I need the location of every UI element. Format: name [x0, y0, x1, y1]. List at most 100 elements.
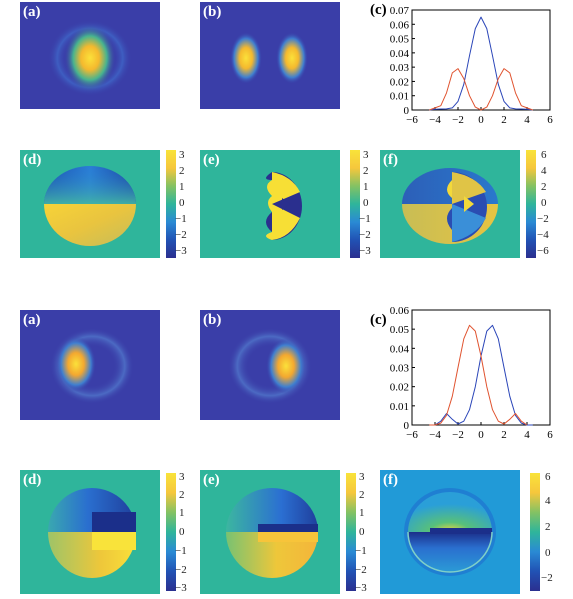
colorbar-tick: −2 [537, 213, 549, 225]
colorbar-tick: 3 [179, 471, 185, 483]
colorbar-tick: 1 [179, 507, 185, 519]
top-profile-chart-svg: −6 −4 −2 0 2 4 6 0 0.01 0.02 0.03 0.04 0.05 0.06 0.07 [390, 5, 554, 126]
y-tick-label: 0.02 [390, 382, 409, 394]
bottom-series-line-0 [434, 324, 533, 426]
panel-label: (c) [370, 312, 387, 328]
colorbar-tick: 2 [359, 489, 365, 501]
top-f-colorbar [526, 150, 536, 258]
y-tick-label: 0.02 [390, 76, 409, 88]
colorbar-tick: 2 [541, 181, 547, 193]
bottom-a-intensity-svg [20, 310, 160, 420]
colorbar-tick: 2 [179, 165, 185, 177]
x-tick-label: −6 [406, 114, 418, 126]
top-series-line-1 [429, 68, 533, 111]
bottom-f-phase-svg [380, 470, 520, 594]
bottom-e-phase-svg [200, 470, 340, 594]
top-series-line-0 [429, 16, 533, 111]
bottom-series-line-1 [429, 324, 528, 426]
colorbar-tick: 2 [179, 489, 185, 501]
y-tick-label: 0.04 [390, 343, 410, 355]
top-panel-d-phase-map: (d) [20, 150, 160, 258]
y-tick-label: 0.01 [390, 91, 409, 103]
colorbar-tick: 0 [545, 547, 551, 559]
top-e-phase-svg [200, 150, 340, 258]
colorbar-tick: 3 [179, 149, 185, 161]
colorbar-tick: −1 [355, 545, 367, 557]
x-tick-label: 6 [547, 114, 553, 126]
panel-label: (d) [23, 152, 42, 168]
colorbar-tick: 0 [179, 526, 185, 538]
top-panel-b-intensity-map: (b) [200, 2, 340, 109]
top-panel-a-intensity-map: (a) [20, 2, 160, 109]
bottom-panel-e-phase-map: (e) [200, 470, 340, 594]
x-tick-label: 2 [501, 114, 507, 126]
colorbar-tick: −2 [175, 229, 187, 241]
y-tick-label: 0 [404, 420, 410, 432]
colorbar-tick: 6 [541, 149, 547, 161]
panel-label: (b) [203, 312, 222, 328]
y-tick-label: 0.05 [390, 34, 410, 46]
bottom-f-colorbar [530, 473, 540, 591]
y-tick-label: 0.03 [390, 363, 410, 375]
top-panel-f-phase-sum-map: (f) [380, 150, 520, 258]
colorbar-tick: −6 [537, 245, 549, 257]
panel-label: (a) [23, 4, 41, 20]
y-tick-label: 0.05 [390, 324, 410, 336]
colorbar-tick: −1 [359, 213, 371, 225]
top-d-colorbar [166, 150, 176, 258]
panel-label: (b) [203, 4, 222, 20]
top-a-intensity-svg [20, 2, 160, 109]
colorbar-tick: 3 [359, 471, 365, 483]
colorbar-tick: 4 [541, 165, 547, 177]
colorbar-tick: −1 [175, 545, 187, 557]
bottom-profile-chart-svg: −6 −4 −2 0 2 4 6 0 0.01 0.02 0.03 0.04 0.05 0.06 [390, 305, 554, 441]
bottom-panel-f-phase-sum-map: (f) [380, 470, 520, 594]
colorbar-tick: −2 [541, 572, 553, 584]
top-d-phase-svg [20, 150, 160, 258]
bottom-b-intensity-svg [200, 310, 340, 420]
y-tick-label: 0.06 [390, 19, 410, 31]
colorbar-tick: −2 [175, 564, 187, 576]
colorbar-tick: 1 [363, 181, 369, 193]
y-tick-label: 0.06 [390, 305, 410, 317]
colorbar-tick: 4 [545, 495, 551, 507]
colorbar-tick: 3 [363, 149, 369, 161]
panel-label: (a) [23, 312, 41, 328]
y-tick-label: 0.07 [390, 5, 410, 17]
colorbar-tick: 0 [541, 197, 547, 209]
top-e-colorbar [350, 150, 360, 258]
bottom-panel-b-intensity-map: (b) [200, 310, 340, 420]
bottom-d-phase-svg [20, 470, 160, 594]
colorbar-tick: 6 [545, 471, 551, 483]
bottom-d-colorbar [166, 473, 176, 591]
panel-label: (f) [383, 472, 398, 488]
top-chart-frame [411, 9, 551, 111]
panel-label: (e) [203, 472, 220, 488]
x-tick-label: 2 [501, 429, 507, 441]
x-tick-label: 0 [478, 114, 484, 126]
top-panel-e-phase-map: (e) [200, 150, 340, 258]
panel-label: (d) [23, 472, 42, 488]
x-tick-label: −4 [429, 114, 441, 126]
x-tick-label: 4 [524, 429, 530, 441]
x-tick-label: −6 [406, 429, 418, 441]
x-tick-label: −2 [452, 429, 464, 441]
colorbar-tick: 2 [545, 521, 551, 533]
bottom-chart-frame [411, 309, 551, 426]
colorbar-tick: 0 [359, 526, 365, 538]
x-tick-label: 6 [547, 429, 553, 441]
top-panel-c-profile-chart: −6 −4 −2 0 2 4 6 0 0.01 0.02 0.03 0.04 0.05 0.06 0.07 … [368, 0, 568, 132]
bottom-panel-d-phase-map: (d) [20, 470, 160, 594]
y-tick-label: 0.03 [390, 62, 410, 74]
colorbar-tick: 1 [179, 181, 185, 193]
bottom-e-colorbar [346, 473, 356, 591]
colorbar-tick: 0 [363, 197, 369, 209]
top-b-intensity-svg [200, 2, 340, 109]
x-tick-label: 0 [478, 429, 484, 441]
colorbar-tick: −3 [175, 245, 187, 257]
panel-label: (e) [203, 152, 220, 168]
panel-label: (f) [383, 152, 398, 168]
bottom-panel-a-intensity-map: (a) [20, 310, 160, 420]
colorbar-tick: −3 [359, 245, 371, 257]
bottom-panel-c-profile-chart: −6 −4 −2 0 2 4 6 0 0.01 0.02 0.03 0.04 0.05 0.06 (c) [368, 300, 568, 450]
